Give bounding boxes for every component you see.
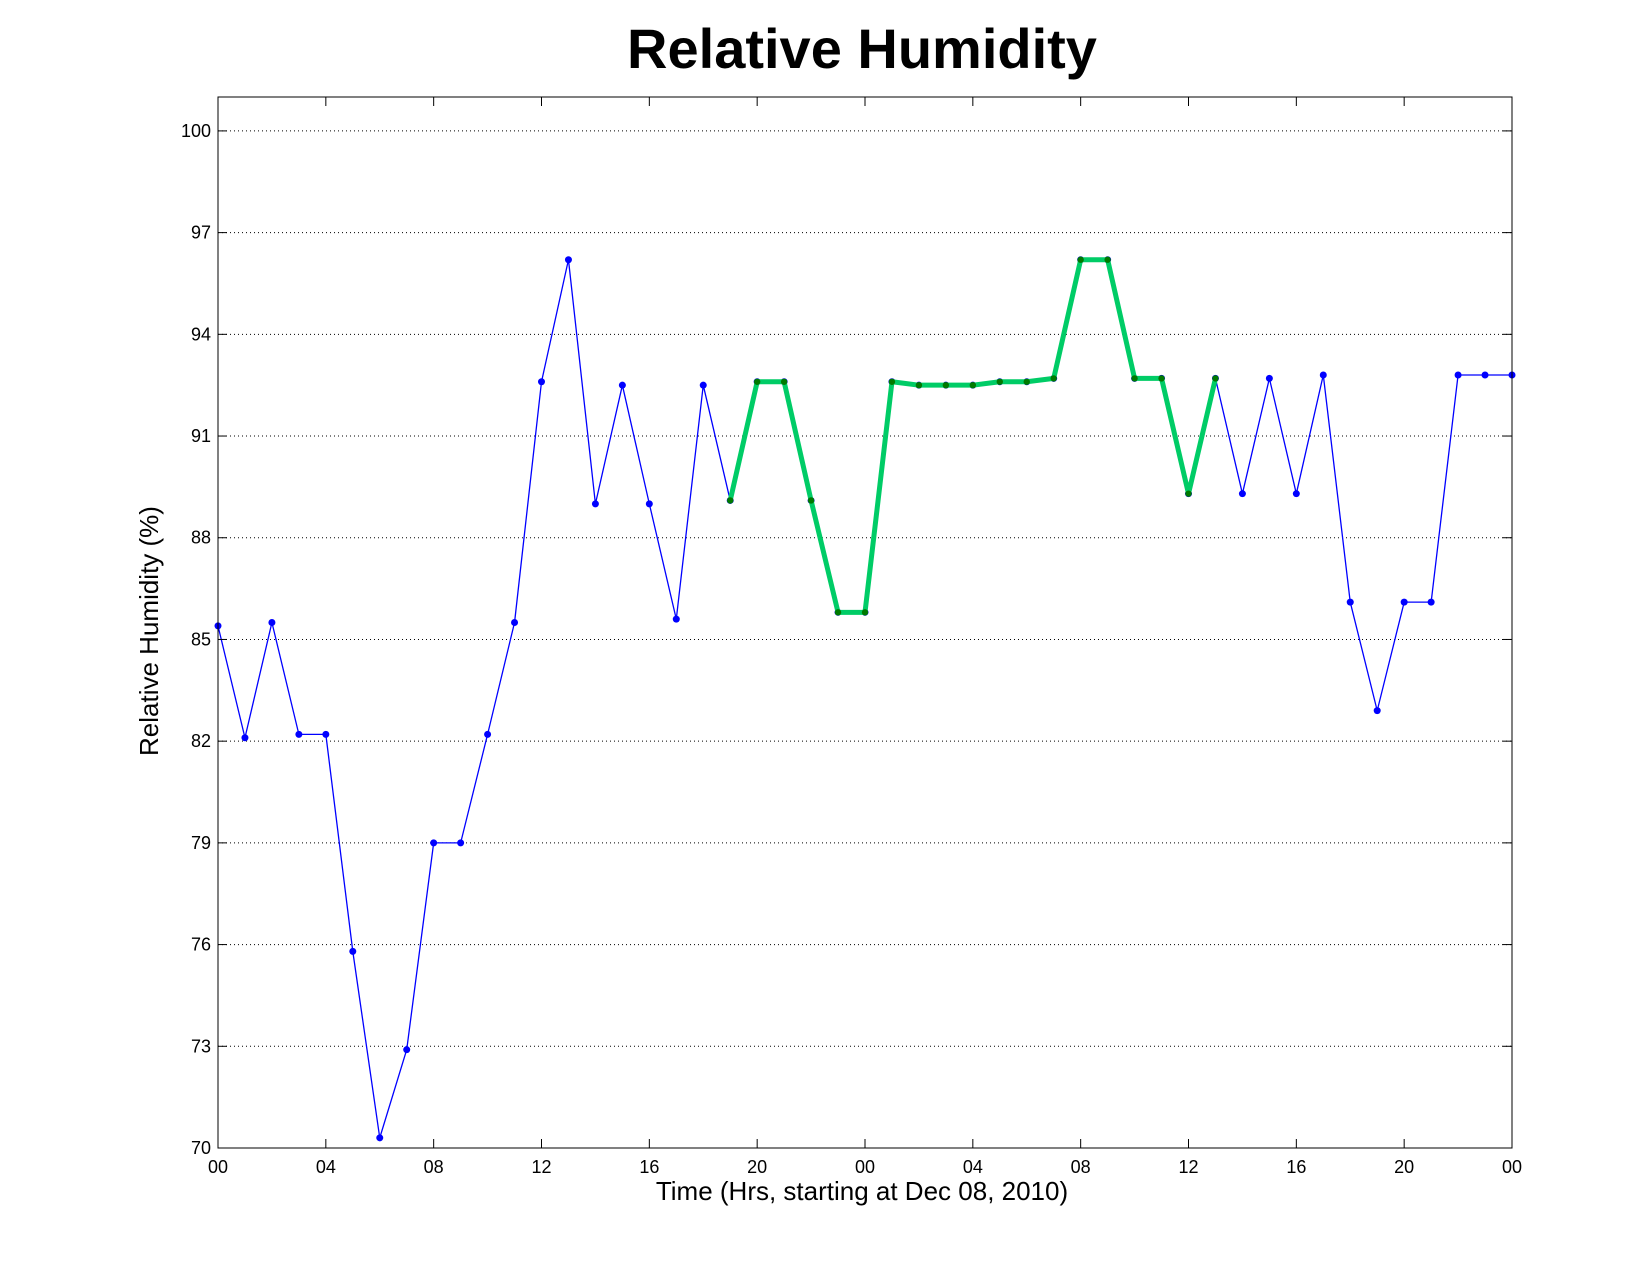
data-point <box>538 378 545 386</box>
data-point <box>241 734 249 742</box>
x-tick-label: 04 <box>316 1157 336 1177</box>
x-tick-label: 08 <box>424 1157 444 1177</box>
plot-series <box>214 256 1516 1142</box>
data-point <box>1373 707 1381 715</box>
data-point <box>942 381 950 389</box>
y-tick-label: 94 <box>191 324 211 344</box>
data-point <box>618 381 626 389</box>
y-tick-label: 91 <box>191 426 211 446</box>
x-tick-label: 04 <box>963 1157 983 1177</box>
data-point <box>915 381 923 389</box>
y-tick-label: 76 <box>191 935 211 955</box>
data-point <box>591 500 599 508</box>
data-point <box>430 839 438 847</box>
x-tick-label: 08 <box>1071 1157 1091 1177</box>
data-point <box>727 497 734 504</box>
data-point <box>1346 598 1354 606</box>
data-point <box>268 619 276 626</box>
data-point <box>484 730 492 738</box>
data-point <box>1292 490 1300 498</box>
data-point <box>457 839 465 847</box>
x-tick-label: 12 <box>1178 1157 1198 1177</box>
y-tick-label: 100 <box>181 121 211 141</box>
x-tick-label: 00 <box>855 1157 875 1177</box>
data-point <box>1212 375 1219 382</box>
data-point <box>564 256 572 264</box>
x-tick-label: 12 <box>531 1157 551 1177</box>
data-point <box>1400 598 1408 606</box>
data-point <box>1265 374 1273 382</box>
data-point <box>672 615 680 623</box>
data-point <box>888 378 896 385</box>
x-tick-label: 00 <box>208 1157 228 1177</box>
data-point <box>780 378 788 385</box>
grid-lines <box>218 130 1512 1047</box>
data-point <box>1238 490 1246 498</box>
data-point <box>1131 375 1138 382</box>
data-point <box>1481 371 1489 379</box>
x-tick-label: 00 <box>1502 1157 1522 1177</box>
data-point <box>996 378 1003 385</box>
y-tick-label: 82 <box>191 731 211 751</box>
y-tick-label: 97 <box>191 223 211 243</box>
data-point <box>969 381 977 389</box>
axes: 70 73 76 79 82 85 88 91 94 97 100 00 04 08 12 16 20 00 04 0… <box>181 96 1522 1177</box>
data-point <box>1185 490 1192 497</box>
data-point <box>376 1134 384 1142</box>
data-point <box>1104 256 1111 263</box>
data-point <box>1077 256 1084 263</box>
chart-title: Relative Humidity <box>627 17 1097 80</box>
data-point <box>1023 378 1030 385</box>
data-point <box>403 1046 411 1054</box>
x-tick-label: 20 <box>1394 1157 1414 1177</box>
y-tick-label: 88 <box>191 528 211 548</box>
data-point <box>349 947 357 955</box>
y-tick-label: 79 <box>191 833 211 853</box>
series-line <box>217 259 1512 1139</box>
data-point <box>1427 598 1435 606</box>
y-tick-label: 85 <box>191 629 211 649</box>
plot-frame <box>217 96 1513 1149</box>
data-point <box>1158 375 1165 382</box>
data-point <box>699 381 707 389</box>
data-point <box>1050 375 1057 382</box>
x-axis-label: Time (Hrs, starting at Dec 08, 2010) <box>656 1176 1068 1206</box>
data-point <box>861 609 869 616</box>
y-tick-label: 73 <box>191 1036 211 1056</box>
y-tick-label: 70 <box>191 1138 211 1158</box>
data-point <box>645 500 653 508</box>
data-point <box>834 609 842 616</box>
data-point <box>807 497 815 504</box>
x-tick-label: 16 <box>1286 1157 1306 1177</box>
data-point <box>295 730 303 738</box>
data-point <box>322 730 330 738</box>
x-tick-label: 16 <box>639 1157 659 1177</box>
x-tick-label: 20 <box>747 1157 767 1177</box>
data-point <box>1454 371 1462 379</box>
y-axis-label: Relative Humidity (%) <box>134 506 164 756</box>
data-point <box>1319 371 1327 379</box>
data-point <box>753 378 761 385</box>
data-point <box>511 619 519 626</box>
